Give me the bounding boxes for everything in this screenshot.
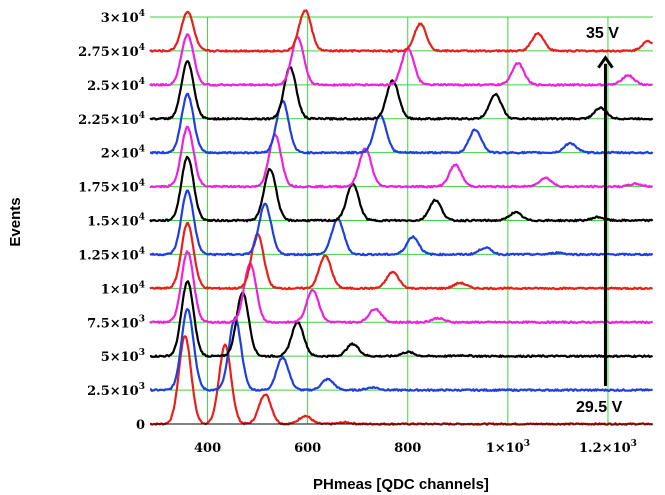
y-tick-label: 1.5×104 (87, 213, 145, 230)
series-line (149, 250, 654, 325)
y-tick-label: 0 (136, 418, 145, 433)
y-tick-label: 2×104 (101, 145, 145, 162)
series-line (149, 92, 654, 155)
annotation-high-voltage: 35 V (586, 25, 619, 42)
annotation-low-voltage: 29.5 V (576, 399, 623, 416)
series-line (149, 125, 653, 189)
x-axis-title: PHmeas [QDC channels] (313, 476, 489, 493)
voltage-arrow (597, 55, 614, 387)
x-tick-label: 1×103 (486, 439, 530, 456)
series-line (149, 155, 654, 223)
y-tick-label: 5×103 (101, 348, 145, 365)
x-tick-label: 1.2×103 (579, 439, 637, 456)
y-tick-label: 3×104 (101, 9, 145, 26)
y-tick-labels: 0 2.5×103 5×103 7.5×103 1×104 1.25×104 1.5×104… (78, 9, 145, 433)
x-tick-label: 400 (194, 441, 221, 456)
x-tick-labels: 400 600 800 1×103 1.2×103 (194, 439, 637, 456)
series-line (149, 221, 653, 291)
series-line (149, 60, 654, 121)
y-tick-label: 2.5×103 (87, 382, 145, 399)
y-tick-label: 2.25×104 (78, 111, 145, 128)
y-tick-label: 1.75×104 (78, 179, 145, 196)
y-tick-label: 2.5×104 (87, 77, 145, 94)
series-line (149, 9, 653, 53)
y-axis-title: Events (7, 197, 24, 246)
series-line (149, 189, 654, 257)
y-tick-label: 1.25×104 (78, 246, 145, 263)
x-tick-label: 600 (294, 441, 321, 456)
y-tick-label: 2.75×104 (78, 43, 145, 60)
arrow-head (597, 55, 614, 69)
series-line (149, 280, 653, 359)
x-tick-label: 800 (394, 441, 421, 456)
y-tick-label: 1×104 (101, 280, 145, 297)
y-tick-label: 7.5×103 (87, 314, 145, 331)
series-line (149, 33, 653, 87)
